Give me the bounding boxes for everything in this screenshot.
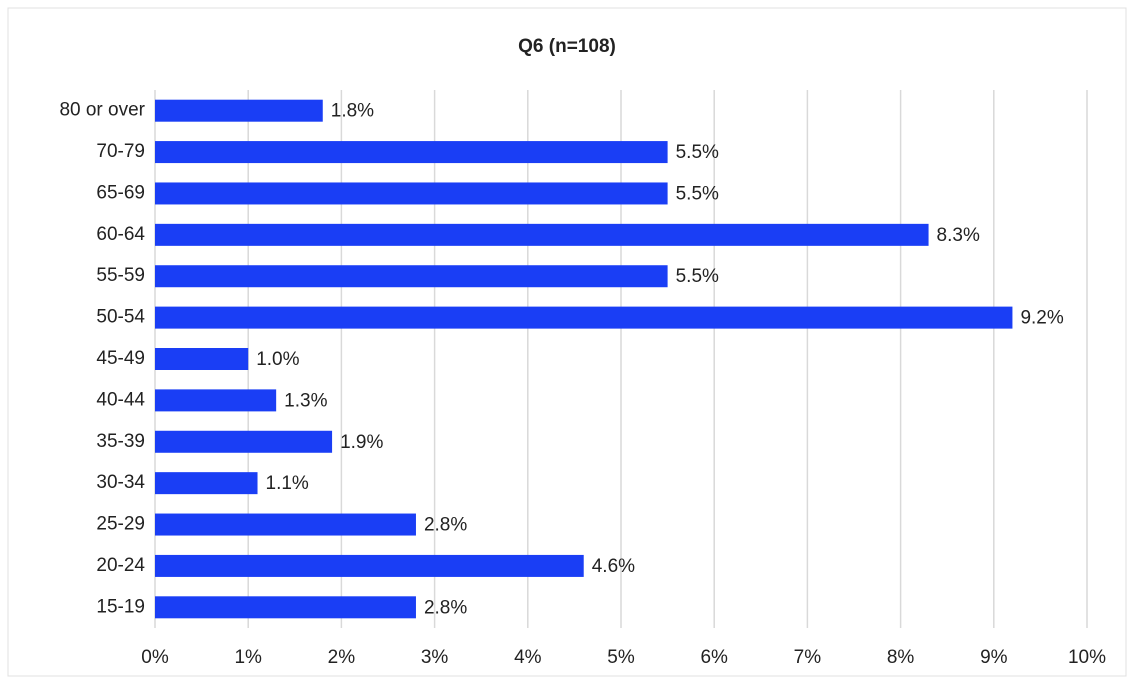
y-tick-label: 70-79 [96, 141, 145, 162]
data-label: 9.2% [1020, 308, 1063, 329]
y-tick-label: 30-34 [96, 472, 145, 493]
data-label: 2.8% [424, 597, 467, 618]
bar [155, 389, 277, 412]
x-tick-label: 6% [700, 647, 728, 668]
y-tick-label: 15-19 [96, 596, 145, 617]
bar [155, 99, 323, 122]
chart-title: Q6 (n=108) [518, 36, 616, 57]
y-tick-label: 55-59 [96, 265, 145, 286]
data-label: 1.0% [256, 349, 299, 370]
data-label: 1.9% [340, 432, 383, 453]
x-tick-label: 3% [421, 647, 449, 668]
y-tick-label: 20-24 [96, 555, 145, 576]
bar [155, 430, 333, 453]
y-tick-label: 60-64 [96, 224, 145, 245]
data-label: 5.5% [676, 142, 719, 163]
x-tick-label: 10% [1068, 647, 1106, 668]
x-tick-label: 0% [141, 647, 169, 668]
data-label: 8.3% [937, 225, 980, 246]
bar [155, 141, 668, 164]
data-label: 1.3% [284, 390, 327, 411]
bar [155, 554, 584, 577]
bar [155, 596, 416, 619]
x-tick-label: 8% [887, 647, 915, 668]
x-tick-label: 9% [980, 647, 1008, 668]
x-tick-label: 5% [607, 647, 635, 668]
bar [155, 223, 929, 246]
bar [155, 513, 416, 536]
x-tick-label: 1% [234, 647, 262, 668]
bar [155, 182, 668, 205]
bar [155, 348, 249, 370]
bar [155, 265, 668, 288]
y-tick-label: 80 or over [59, 100, 145, 121]
data-label: 5.5% [676, 266, 719, 287]
data-label: 1.8% [331, 101, 374, 122]
y-tick-label: 45-49 [96, 348, 145, 369]
y-tick-label: 50-54 [96, 307, 145, 328]
x-tick-label: 4% [514, 647, 542, 668]
y-tick-label: 35-39 [96, 431, 145, 452]
y-tick-label: 40-44 [96, 389, 145, 410]
y-tick-label: 65-69 [96, 182, 145, 203]
data-label: 2.8% [424, 515, 467, 536]
bar [155, 306, 1013, 329]
x-tick-label: 2% [328, 647, 356, 668]
data-label: 1.1% [266, 473, 309, 494]
data-label: 4.6% [592, 556, 635, 577]
x-tick-label: 7% [794, 647, 822, 668]
bar [155, 472, 258, 495]
y-tick-label: 25-29 [96, 514, 145, 535]
data-label: 5.5% [676, 183, 719, 204]
